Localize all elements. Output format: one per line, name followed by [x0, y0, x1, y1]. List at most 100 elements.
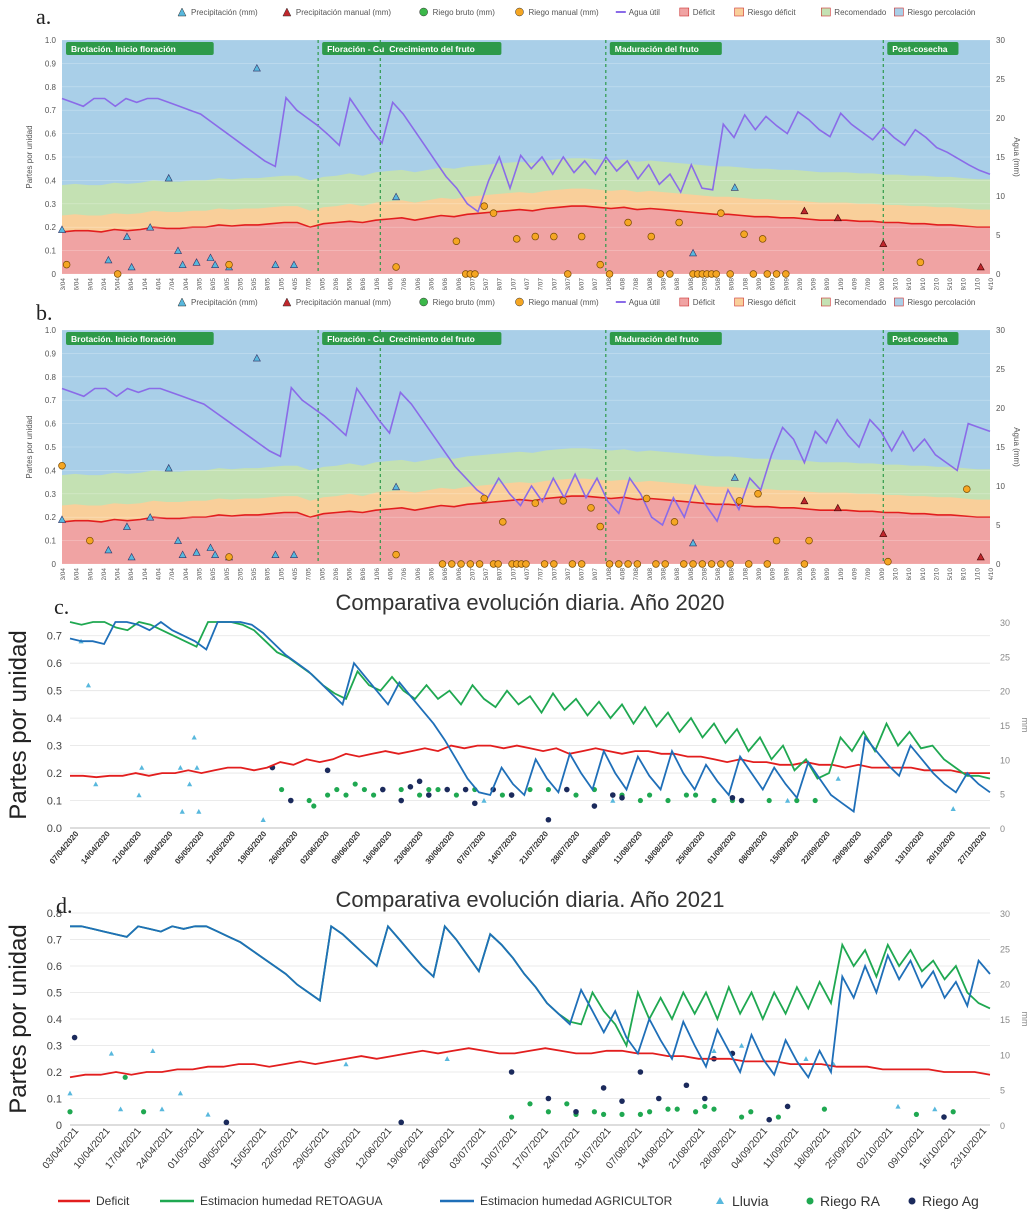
legend-lluvia-swatch	[716, 1197, 724, 1204]
y2-tick-label: 10	[996, 192, 1005, 201]
lluvia-marker	[136, 792, 142, 798]
riego-ra-marker	[564, 1101, 570, 1107]
x-tick-label: 02/07	[469, 568, 476, 580]
legend-marker	[820, 7, 831, 17]
lluvia-marker	[895, 1103, 901, 1109]
riego-ra-marker	[343, 792, 349, 798]
precipitacion-marker	[271, 550, 280, 558]
x-tick-label: 05/06	[347, 278, 354, 290]
x-tick-label: 01/08	[606, 278, 613, 290]
x-tick-label: 13/10/2020	[893, 829, 926, 866]
x-tick-label: 07/08	[633, 568, 640, 580]
riego-ag-marker	[71, 1034, 78, 1041]
phase-label: Post-cosecha	[892, 334, 948, 344]
riego-ag-marker	[784, 1103, 791, 1110]
riego-manual-marker	[717, 209, 725, 217]
legend-riego-ag-swatch	[908, 1197, 916, 1205]
riego-ag-marker	[729, 794, 736, 801]
chart-d: Comparativa evolución diaria. Año 2021 0 0…	[5, 887, 1030, 1209]
x-tick-label: 12/09	[797, 278, 804, 290]
riego-manual-marker	[624, 218, 632, 227]
lluvia-marker	[93, 781, 99, 787]
y-tick-label: 0.5	[45, 443, 57, 452]
x-tick-label: 21/10	[974, 568, 981, 580]
x-tick-label: 31/08	[742, 568, 749, 580]
x-tick-label: 23/06/2020	[392, 829, 425, 866]
riego-ra-marker	[417, 792, 423, 798]
riego-manual-marker	[633, 560, 642, 568]
x-tick-label: 06/05	[210, 568, 217, 580]
x-tick-label: 23/06	[428, 568, 435, 580]
precipitacion-marker	[173, 536, 183, 544]
x-tick-label: 15/04	[115, 278, 122, 290]
riego-ag-marker	[702, 1095, 708, 1102]
y2-tick-label: 20	[996, 404, 1005, 413]
y-tick-label: 0.7	[45, 396, 57, 405]
x-tick-label: 17/07	[538, 278, 545, 290]
precipitacion-marker	[289, 550, 299, 558]
lluvia-marker	[950, 806, 956, 811]
x-tick-label: 27/10/2020	[956, 829, 989, 866]
x-tick-label: 12/10	[933, 568, 940, 580]
riego-ra-marker	[509, 1114, 515, 1120]
riego-ra-marker	[665, 797, 671, 804]
lluvia-marker	[108, 1050, 114, 1056]
x-tick-label: 28/07/2020	[549, 829, 582, 866]
y-tick-label: 0.3	[47, 741, 62, 753]
chart-c: Comparativa evolución diaria. Año 2020 0.…	[5, 590, 1030, 866]
riego-manual-marker	[717, 560, 725, 568]
x-tick-label: 19/08	[688, 568, 695, 580]
riego-manual-marker	[568, 560, 577, 568]
x-tick-label: 24/10	[988, 568, 995, 580]
riego-manual-marker	[564, 270, 572, 278]
x-tick-label: 20/06	[415, 568, 422, 580]
x-tick-label: 06/04	[74, 278, 81, 290]
riego-manual-marker	[471, 270, 479, 278]
x-tick-label: 17/07	[538, 568, 545, 580]
precipitacion-marker	[178, 550, 187, 558]
legend-label: Agua útil	[629, 8, 660, 17]
riego-manual-marker	[452, 237, 461, 245]
x-tick-label: 25/08	[715, 278, 722, 290]
y-tick-label: 1.0	[45, 326, 57, 335]
precip-manual-marker	[800, 496, 809, 505]
legend-label: Precipitación manual (mm)	[296, 298, 391, 307]
x-tick-label: 14/06	[388, 568, 395, 580]
y-axis-label: Partes por unidad	[5, 630, 32, 819]
riego-ag-marker	[426, 792, 432, 798]
x-tick-label: 27/04	[169, 278, 176, 290]
precipitacion-marker	[127, 262, 136, 271]
y-tick-label: 0.1	[47, 796, 62, 808]
x-tick-label: 24/09	[852, 568, 859, 580]
precipitacion-marker	[122, 232, 131, 240]
x-tick-label: 26/07	[579, 278, 586, 290]
precipitacion-marker	[252, 63, 261, 72]
riego-manual-marker	[698, 560, 707, 568]
riego-ra-marker	[601, 1111, 607, 1117]
riego-manual-marker	[712, 270, 720, 278]
riego-manual-marker	[726, 270, 734, 278]
legend-marker	[515, 297, 524, 307]
x-tick-label: 25/08	[715, 568, 722, 580]
riego-ag-marker	[591, 803, 598, 809]
x-tick-label: 12/04	[101, 568, 108, 580]
x-tick-label: 14/07/2020	[486, 829, 519, 866]
riego-manual-marker	[587, 504, 595, 512]
riego-manual-marker	[457, 560, 465, 568]
x-tick-label: 05/06	[347, 568, 354, 580]
precipitacion-marker	[104, 545, 113, 554]
y-tick-label: 0.8	[45, 83, 57, 92]
riego-ra-marker	[693, 792, 699, 798]
lluvia-marker	[343, 1061, 349, 1067]
riego-ra-marker	[821, 1106, 828, 1112]
riego-ag-marker	[545, 816, 552, 823]
phase-label: Floración - Cuz	[327, 334, 388, 344]
x-tick-label: 06/09	[770, 278, 777, 290]
riego-manual-marker	[480, 202, 488, 210]
x-tick-label: 29/09/2020	[831, 829, 864, 866]
x-tick-label: 04/08	[620, 568, 627, 580]
riego-ag-marker	[941, 1114, 947, 1120]
x-tick-label: 05/07	[483, 568, 490, 580]
legend-riego-ra-swatch	[806, 1197, 814, 1205]
x-tick-label: 21/09	[838, 278, 845, 290]
